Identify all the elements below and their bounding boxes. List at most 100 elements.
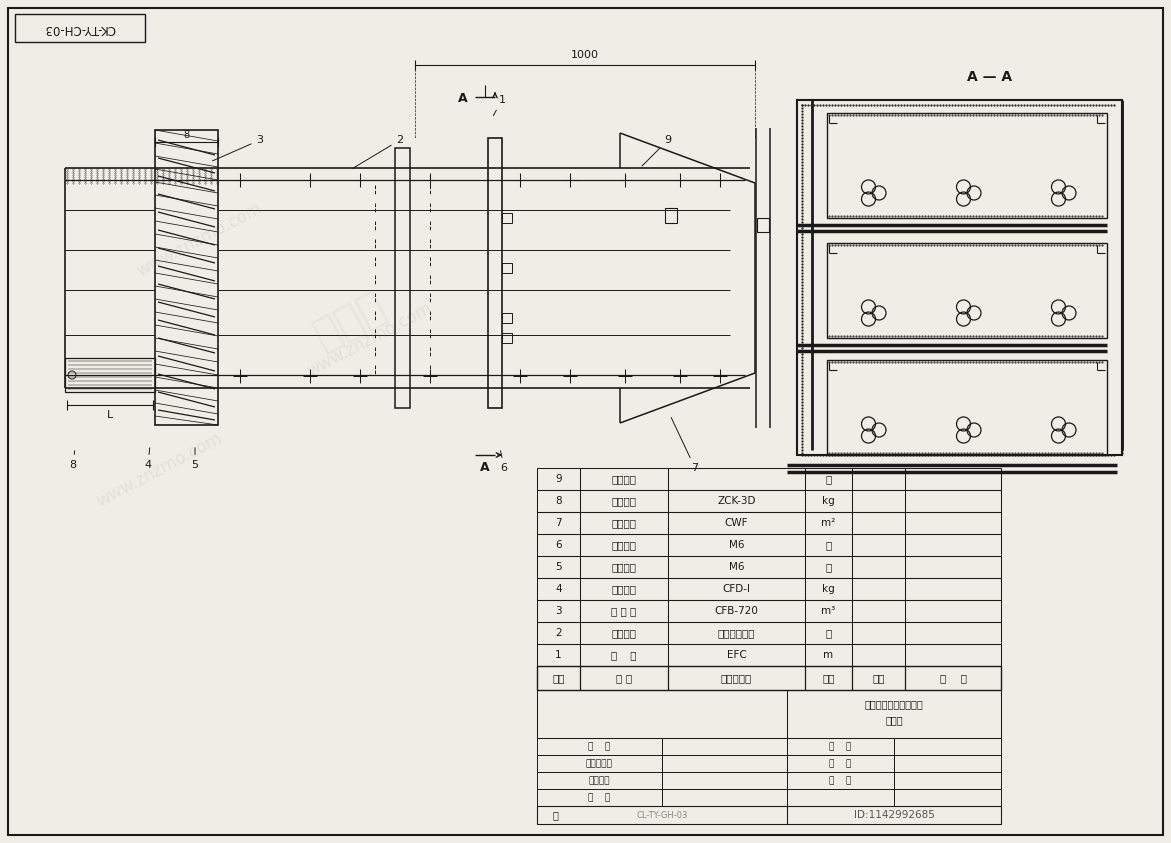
Bar	[537, 644, 1001, 666]
Bar	[537, 534, 1001, 556]
Text: 型号及规格: 型号及规格	[721, 673, 752, 683]
Bar	[502, 313, 512, 323]
Bar	[537, 738, 662, 755]
Text: CFB-720: CFB-720	[714, 606, 759, 616]
Bar	[537, 600, 1001, 622]
Text: 防火涂料: 防火涂料	[611, 496, 637, 506]
Text: 防火堵料: 防火堵料	[611, 584, 637, 594]
Text: CFD-I: CFD-I	[723, 584, 751, 594]
Bar	[502, 213, 512, 223]
Text: kg: kg	[822, 584, 835, 594]
Bar	[665, 208, 677, 223]
Bar	[15, 14, 145, 42]
Text: m³: m³	[821, 606, 836, 616]
Text: 1: 1	[555, 650, 562, 660]
Text: www.znzmo.com: www.znzmo.com	[135, 199, 266, 281]
Bar	[662, 772, 787, 789]
Bar	[537, 468, 1001, 490]
Bar	[537, 556, 1001, 578]
Text: 图: 图	[552, 810, 557, 820]
Text: 固定螺栓: 固定螺栓	[611, 562, 637, 572]
Text: ZCK-3D: ZCK-3D	[718, 496, 755, 506]
Bar	[502, 263, 512, 273]
Text: 1000: 1000	[571, 50, 600, 60]
Text: 7: 7	[671, 417, 699, 473]
Bar	[662, 755, 787, 772]
Text: CWF: CWF	[725, 518, 748, 528]
Bar	[827, 113, 1107, 218]
Bar	[537, 789, 662, 806]
Bar	[787, 738, 893, 755]
Text: 3: 3	[213, 135, 263, 161]
Bar	[537, 666, 1001, 690]
Text: 设计制图: 设计制图	[588, 776, 610, 785]
Text: 扎带、锁紧扣: 扎带、锁紧扣	[718, 628, 755, 638]
Text: 9: 9	[642, 135, 671, 166]
Text: 8: 8	[184, 130, 190, 140]
Text: 自攻螺钉: 自攻螺钉	[611, 474, 637, 484]
Text: m: m	[823, 650, 834, 660]
Text: 知末网: 知末网	[307, 284, 393, 356]
Text: 槽盒附件: 槽盒附件	[611, 628, 637, 638]
Text: 8: 8	[555, 496, 562, 506]
Text: 付: 付	[826, 562, 831, 572]
Text: 校    对: 校 对	[829, 759, 851, 768]
Text: 备    注: 备 注	[939, 673, 966, 683]
Text: 4: 4	[555, 584, 562, 594]
Text: 4: 4	[144, 448, 151, 470]
Bar	[787, 789, 893, 806]
Bar	[537, 690, 1001, 738]
Text: 耐火隔板: 耐火隔板	[611, 518, 637, 528]
Text: www.znzmo.com: www.znzmo.com	[304, 299, 436, 381]
Text: 名 称: 名 称	[616, 673, 632, 683]
Text: 序号: 序号	[553, 673, 564, 683]
Text: 电缆防火隔板防火封堕: 电缆防火隔板防火封堕	[864, 699, 924, 709]
Bar	[893, 755, 1001, 772]
Bar	[537, 512, 1001, 534]
Text: CK-TY-CH-03: CK-TY-CH-03	[44, 22, 116, 35]
Bar	[827, 360, 1107, 455]
Text: CL-TY-GH-03: CL-TY-GH-03	[636, 810, 687, 819]
Text: 批    准: 批 准	[588, 742, 610, 751]
Bar	[893, 738, 1001, 755]
Bar	[756, 218, 769, 232]
Bar	[893, 789, 1001, 806]
Text: 单位: 单位	[822, 673, 835, 683]
Bar	[502, 333, 512, 343]
Bar	[787, 755, 893, 772]
Bar	[537, 806, 1001, 824]
Text: 5: 5	[555, 562, 562, 572]
Text: EFC: EFC	[727, 650, 746, 660]
Text: A: A	[458, 92, 468, 105]
Text: L: L	[107, 410, 114, 420]
Text: M6: M6	[728, 540, 745, 550]
Text: M6: M6	[728, 562, 745, 572]
Bar	[662, 738, 787, 755]
Text: 5: 5	[192, 448, 199, 470]
Text: 付: 付	[826, 628, 831, 638]
Text: 付: 付	[826, 540, 831, 550]
Text: 连接螺栓: 连接螺栓	[611, 540, 637, 550]
Text: kg: kg	[822, 496, 835, 506]
Text: m²: m²	[821, 518, 836, 528]
Bar	[662, 789, 787, 806]
Text: 2: 2	[352, 135, 404, 169]
Bar	[787, 772, 893, 789]
Text: 只: 只	[826, 474, 831, 484]
Text: 7: 7	[555, 518, 562, 528]
Bar	[893, 772, 1001, 789]
Text: www.znzmo.com: www.znzmo.com	[94, 429, 226, 511]
Text: 6: 6	[500, 451, 507, 473]
Text: 9: 9	[555, 474, 562, 484]
Bar	[488, 138, 502, 408]
Text: A — A: A — A	[967, 70, 1012, 84]
Bar	[827, 243, 1107, 338]
Text: 槽    盒: 槽 盒	[611, 650, 637, 660]
Text: 数量: 数量	[872, 673, 885, 683]
Text: 6: 6	[555, 540, 562, 550]
Bar	[797, 100, 1122, 455]
Bar	[537, 755, 662, 772]
Text: 日    期: 日 期	[588, 793, 610, 802]
Text: ID:1142992685: ID:1142992685	[854, 810, 934, 820]
Text: 3: 3	[555, 606, 562, 616]
